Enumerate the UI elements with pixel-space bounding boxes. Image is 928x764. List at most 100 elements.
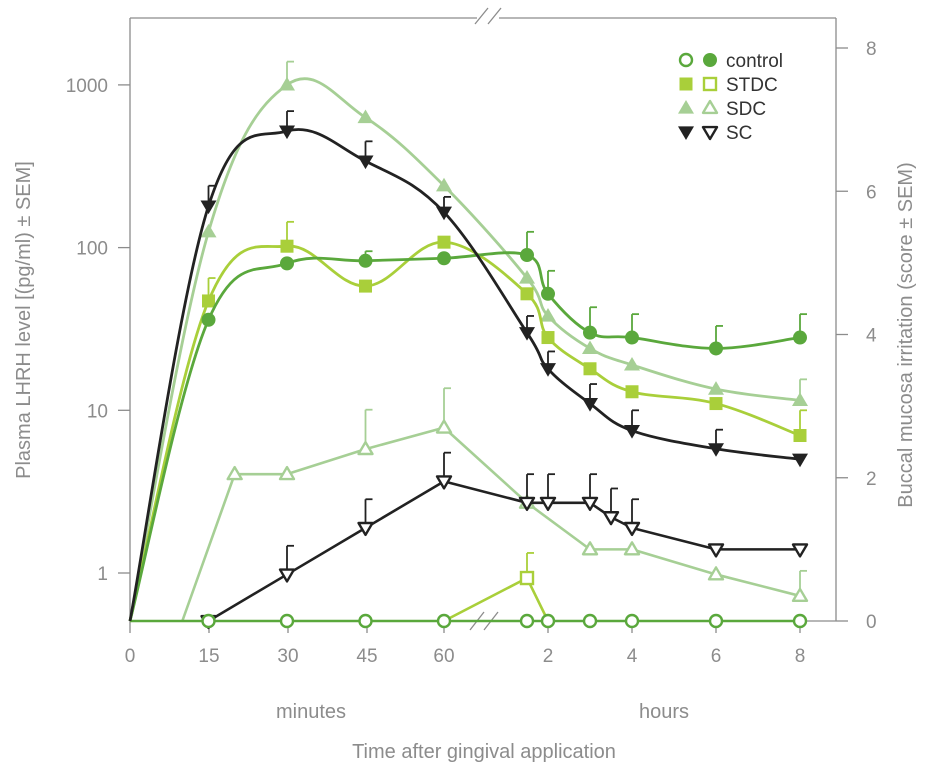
- plasma-point-STDC: [437, 235, 451, 249]
- irritation-point-control: [708, 613, 724, 629]
- plasma-point-control: [541, 286, 555, 301]
- plasma-point-SDC: [582, 340, 598, 355]
- y-left-tick-label: 1: [97, 564, 108, 585]
- y-left-tick-label: 10: [87, 401, 108, 422]
- plasma-point-SC: [624, 425, 640, 439]
- x-group-label-hours: hours: [639, 701, 689, 723]
- plasma-point-STDC: [202, 294, 215, 308]
- y-left-tick-label: 1000: [66, 76, 108, 97]
- plasma-point-SC: [708, 443, 724, 457]
- irritation-point-control: [624, 613, 640, 629]
- legend-label-STDC: STDC: [726, 75, 778, 96]
- irritation-point-SC: [357, 521, 374, 537]
- plasma-point-SC: [582, 397, 598, 412]
- legend-marker-open-SC: [701, 125, 719, 141]
- plasma-point-SC: [200, 200, 217, 215]
- irritation-point-SDC: [623, 541, 641, 556]
- plasma-point-control: [520, 248, 534, 263]
- top-axis-break-mark-2: [487, 7, 502, 25]
- irritation-point-SDC: [581, 541, 599, 556]
- plasma-point-control: [201, 312, 216, 327]
- x-tick-label: 0: [125, 646, 136, 667]
- plasma-point-STDC: [709, 397, 723, 411]
- plasma-point-SDC: [357, 109, 374, 124]
- plasma-point-control: [583, 325, 597, 340]
- plasma-point-SDC: [708, 381, 724, 395]
- x-tick-label: 45: [356, 646, 377, 667]
- legend-marker-filled-SC: [678, 126, 694, 140]
- plasma-curve-SC: [128, 128, 801, 622]
- irritation-point-control: [358, 613, 373, 629]
- plasma-point-SC: [540, 363, 556, 377]
- x-tick-label: 4: [627, 646, 638, 667]
- x-tick-label: 60: [433, 646, 454, 667]
- irritation-point-SDC: [435, 419, 453, 434]
- x-tick-label: 15: [198, 646, 219, 667]
- legend-marker-open-STDC: [702, 76, 718, 92]
- irritation-point-control: [436, 613, 452, 629]
- y-right-tick-label: 2: [866, 469, 877, 490]
- top-axis-break-mark-1: [474, 7, 489, 25]
- legend-marker-filled-control: [703, 53, 717, 67]
- x-tick-label: 6: [711, 646, 722, 667]
- irritation-point-SC: [539, 496, 557, 512]
- legend-marker-filled-STDC: [679, 77, 693, 91]
- plasma-point-control: [793, 330, 807, 345]
- plasma-point-control: [358, 253, 373, 268]
- plasma-point-STDC: [583, 362, 597, 376]
- plasma-point-control: [280, 256, 294, 271]
- x-tick-label: 8: [795, 646, 806, 667]
- plasma-point-SDC: [519, 270, 535, 284]
- y-left-tick-label: 100: [76, 239, 108, 260]
- irritation-point-SC: [623, 521, 641, 537]
- irritation-point-SDC: [791, 587, 809, 603]
- x-tick-label: 30: [277, 646, 298, 667]
- y-right-tick-label: 8: [866, 39, 877, 60]
- irritation-point-control: [519, 613, 535, 629]
- plasma-point-SDC: [540, 307, 556, 322]
- irritation-point-SC: [581, 496, 599, 512]
- plasma-point-STDC: [520, 287, 534, 301]
- y-right-tick-label: 0: [866, 612, 877, 633]
- plasma-point-SC: [279, 125, 295, 140]
- plasma-point-SC: [436, 206, 452, 221]
- irritation-point-SC: [791, 543, 809, 558]
- plasma-point-SDC: [436, 177, 452, 192]
- plasma-curve-STDC: [128, 240, 801, 622]
- legend-label-control: control: [726, 51, 783, 72]
- legend-label-SC: SC: [726, 123, 752, 144]
- irritation-point-SDC: [278, 465, 296, 481]
- irritation-point-SDC: [707, 566, 725, 581]
- x-group-label-minutes: minutes: [276, 701, 346, 723]
- legend-label-SDC: SDC: [726, 99, 766, 120]
- irritation-point-STDC: [519, 570, 535, 586]
- x-axis-title: Time after gingival application: [352, 741, 616, 763]
- irritation-point-control: [279, 613, 295, 629]
- plasma-point-control: [709, 341, 723, 356]
- plasma-point-SDC: [792, 392, 808, 407]
- plasma-point-SC: [357, 155, 374, 170]
- plasma-point-SDC: [200, 223, 217, 238]
- irritation-point-control: [201, 613, 216, 629]
- plasma-point-SDC: [624, 356, 640, 371]
- x-tick-label: 2: [543, 646, 554, 667]
- y-right-tick-label: 6: [866, 182, 877, 203]
- irritation-point-SDC: [226, 465, 243, 481]
- irritation-line-SC: [207, 480, 800, 623]
- y-left-axis-title: Plasma LHRH level [(pg/ml) ± SEM]: [13, 161, 35, 479]
- irritation-line-SDC: [181, 426, 801, 622]
- legend-marker-open-control: [678, 52, 694, 68]
- plasma-point-control: [437, 251, 451, 266]
- irritation-point-SC: [707, 543, 725, 558]
- y-right-axis-title: Buccal mucosa irritation (score ± SEM): [895, 162, 917, 508]
- y-right-tick-label: 4: [866, 326, 877, 347]
- legend-marker-filled-SDC: [678, 100, 694, 114]
- plasma-point-STDC: [359, 279, 372, 293]
- legend-marker-open-SDC: [701, 99, 719, 115]
- irritation-point-SC: [435, 475, 453, 490]
- plasma-point-control: [625, 330, 639, 345]
- plasma-point-STDC: [793, 429, 807, 443]
- irritation-point-control: [582, 613, 598, 629]
- irritation-point-control: [792, 613, 808, 629]
